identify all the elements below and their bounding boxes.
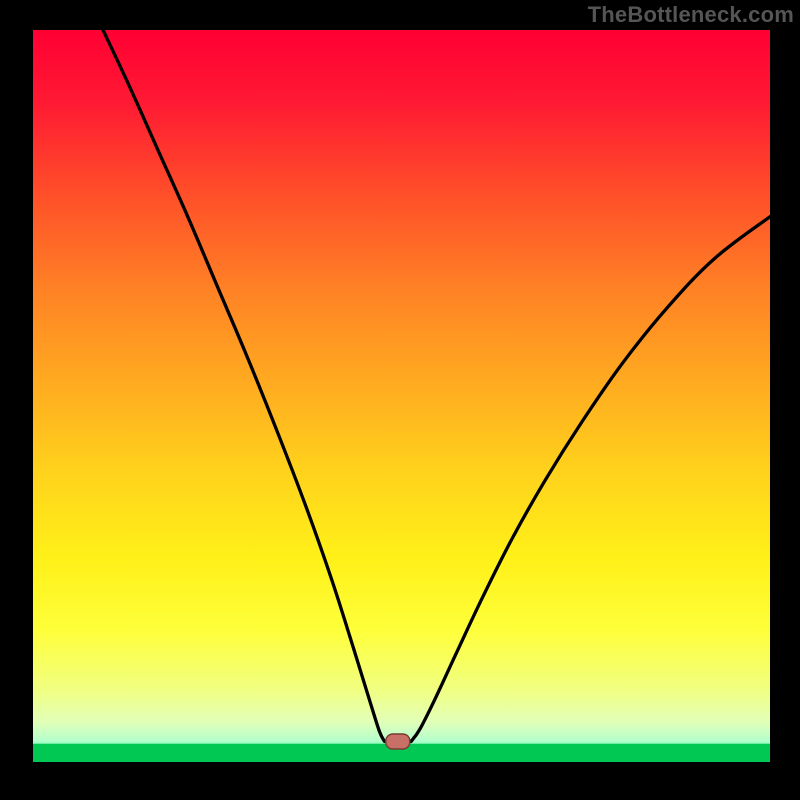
chart-container: TheBottleneck.com bbox=[0, 0, 800, 800]
optimal-point-marker bbox=[386, 734, 410, 749]
bottleneck-chart bbox=[0, 0, 800, 800]
plot-gradient-background bbox=[33, 30, 770, 762]
watermark-text: TheBottleneck.com bbox=[588, 2, 794, 28]
